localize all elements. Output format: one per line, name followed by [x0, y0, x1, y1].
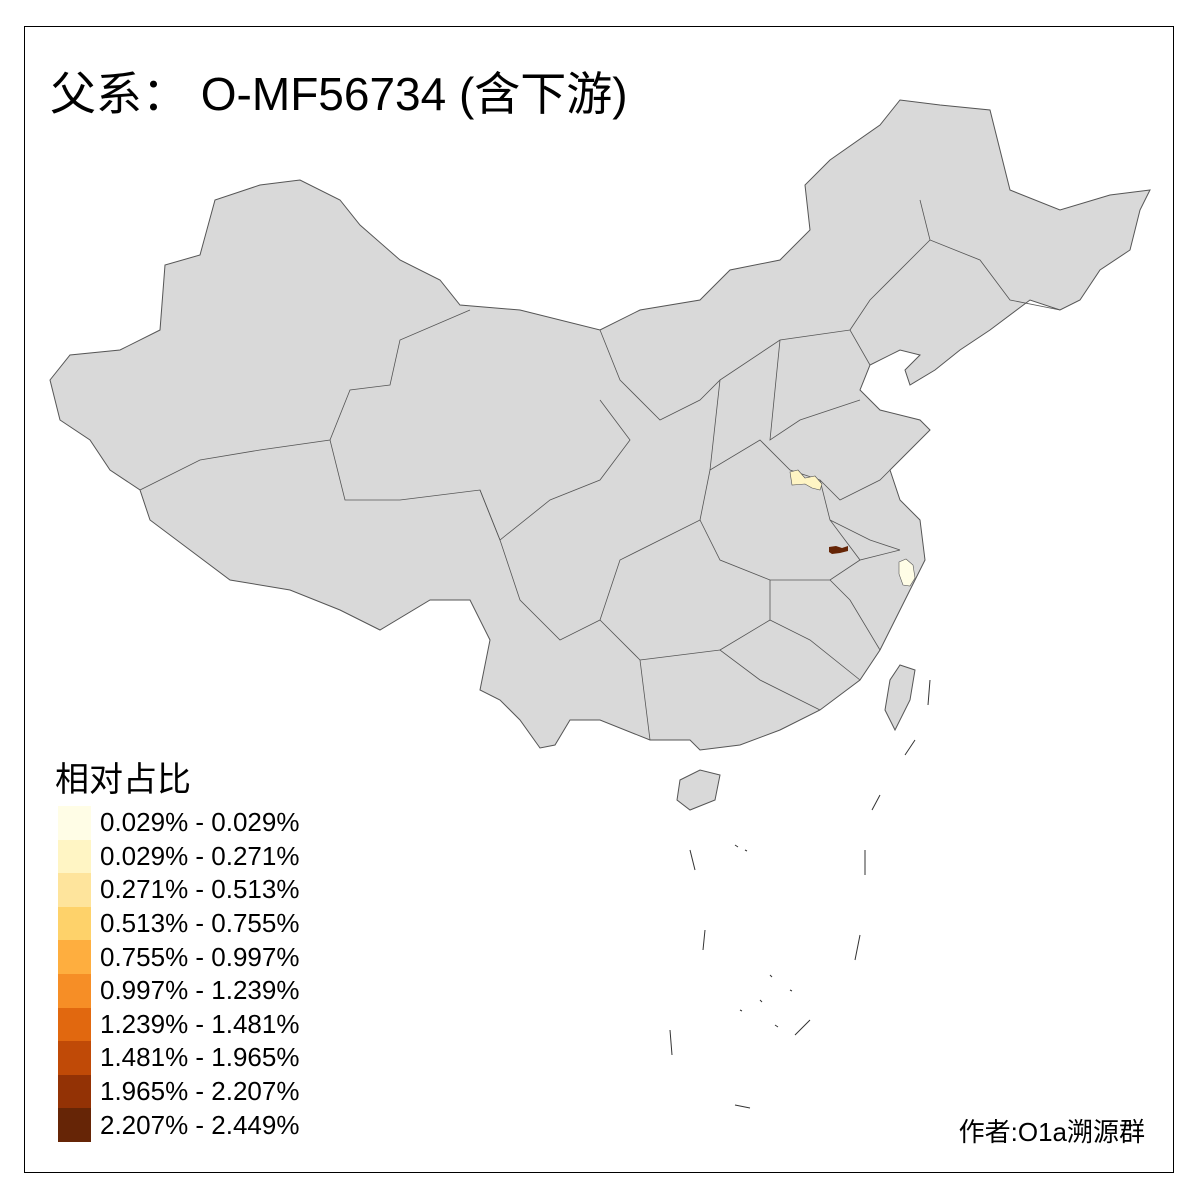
legend-swatch: [58, 1108, 91, 1142]
legend-item: 1.481% - 1.965%: [58, 1041, 299, 1075]
province-borders: [139, 199, 1061, 741]
legend-swatch: [58, 806, 91, 840]
legend-item: 1.239% - 1.481%: [58, 1007, 300, 1042]
legend-item: 0.513% - 0.755%: [58, 906, 300, 941]
legend-label: 1.481% - 1.965%: [100, 1042, 300, 1073]
legend-title: 相对占比: [55, 760, 191, 800]
map-title: 父系： O-MF56734 (含下游): [50, 68, 628, 120]
legend-item: 0.997% - 1.239%: [58, 973, 300, 1008]
legend-swatch: [58, 1007, 91, 1042]
legend-label: 0.271% - 0.513%: [100, 874, 300, 905]
legend: 0.029% - 0.029% 0.029% - 0.271% 0.271% - 0…: [58, 806, 299, 1142]
legend-swatch: [58, 906, 91, 941]
legend-label: 0.997% - 1.239%: [100, 975, 300, 1006]
legend-label: 1.239% - 1.481%: [100, 1008, 300, 1039]
legend-swatch: [58, 1041, 91, 1075]
legend-label: 2.207% - 2.449%: [100, 1109, 300, 1140]
legend-item: 0.271% - 0.513%: [58, 873, 299, 907]
legend-swatch: [58, 839, 91, 874]
plot-frame: [24, 26, 1174, 1173]
legend-item: 1.965% - 2.207%: [58, 1074, 300, 1109]
legend-item: 0.029% - 0.271%: [58, 839, 300, 874]
author-credit: 作者:O1a溯源群: [958, 1117, 1145, 1147]
legend-swatch: [58, 973, 91, 1008]
legend-item: 2.207% - 2.449%: [58, 1108, 299, 1142]
region-zhejiang-highlight: [898, 558, 916, 587]
taiwan-island: [884, 664, 916, 732]
region-central-anhui-highlight: [829, 546, 848, 554]
legend-swatch: [58, 1074, 91, 1109]
legend-swatch: [58, 940, 91, 974]
legend-label: 0.513% - 0.755%: [100, 908, 300, 939]
legend-item: 0.755% - 0.997%: [58, 940, 299, 974]
region-henan-anhui-highlight: [789, 469, 823, 491]
legend-swatch: [58, 873, 91, 907]
south-china-sea-islands: [669, 679, 931, 1109]
mainland-china: [49, 99, 1151, 751]
legend-label: 0.029% - 0.029%: [100, 807, 300, 838]
legend-label: 0.029% - 0.271%: [100, 840, 300, 871]
legend-item: 0.029% - 0.029%: [58, 806, 299, 840]
hainan-island: [676, 769, 721, 811]
legend-label: 0.755% - 0.997%: [100, 941, 300, 972]
legend-label: 1.965% - 2.207%: [100, 1076, 300, 1107]
